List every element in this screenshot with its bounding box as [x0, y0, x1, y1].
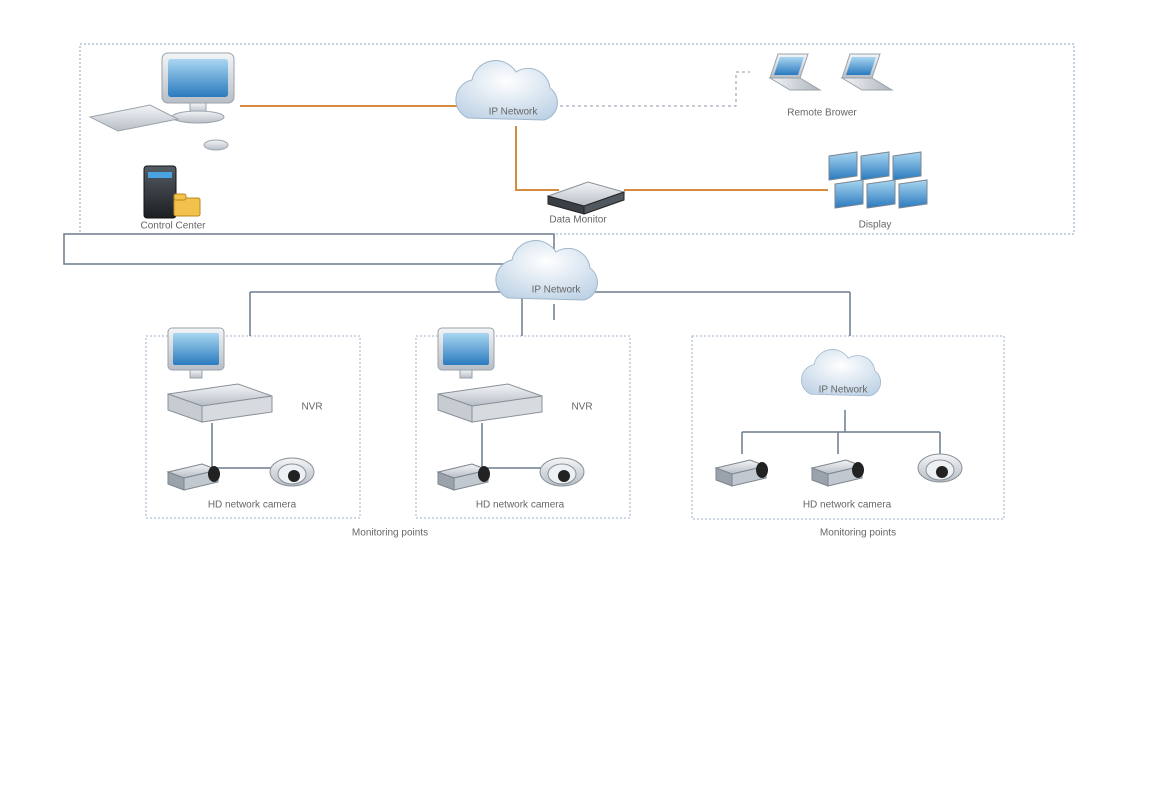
cam2a-icon [438, 464, 490, 490]
label-display: Display [859, 220, 892, 231]
laptop1-icon [770, 54, 820, 90]
connector-box [64, 234, 554, 264]
data-monitor-icon [548, 182, 624, 214]
control-center-icon [90, 53, 234, 150]
label-ip-network-right: IP Network [819, 385, 868, 396]
diagram-canvas [0, 0, 1158, 796]
label-data-monitor: Data Monitor [549, 215, 606, 226]
cam2b-icon [540, 458, 584, 486]
label-remote-browser: Remote Brower [787, 108, 856, 119]
label-nvr2: NVR [571, 402, 592, 413]
display-wall-icon [829, 152, 927, 208]
label-ip-network-mid: IP Network [532, 285, 581, 296]
link-dotted [560, 72, 750, 106]
label-nvr1: NVR [301, 402, 322, 413]
label-hd-cam3: HD network camera [803, 500, 891, 511]
cam1b-icon [270, 458, 314, 486]
label-mon-pts2: Monitoring points [820, 528, 896, 539]
label-hd-cam2: HD network camera [476, 500, 564, 511]
label-ip-network-top: IP Network [489, 107, 538, 118]
nvr2-icon [438, 328, 542, 422]
label-hd-cam1: HD network camera [208, 500, 296, 511]
cam1a-icon [168, 464, 220, 490]
server-icon [144, 166, 200, 218]
label-control-center: Control Center [140, 221, 205, 232]
nvr1-icon [168, 328, 272, 422]
cam3a-icon [716, 460, 768, 486]
link-line [516, 126, 559, 190]
cam3c-icon [918, 454, 962, 482]
label-mon-pts1: Monitoring points [352, 528, 428, 539]
laptop2-icon [842, 54, 892, 90]
cam3b-icon [812, 460, 864, 486]
